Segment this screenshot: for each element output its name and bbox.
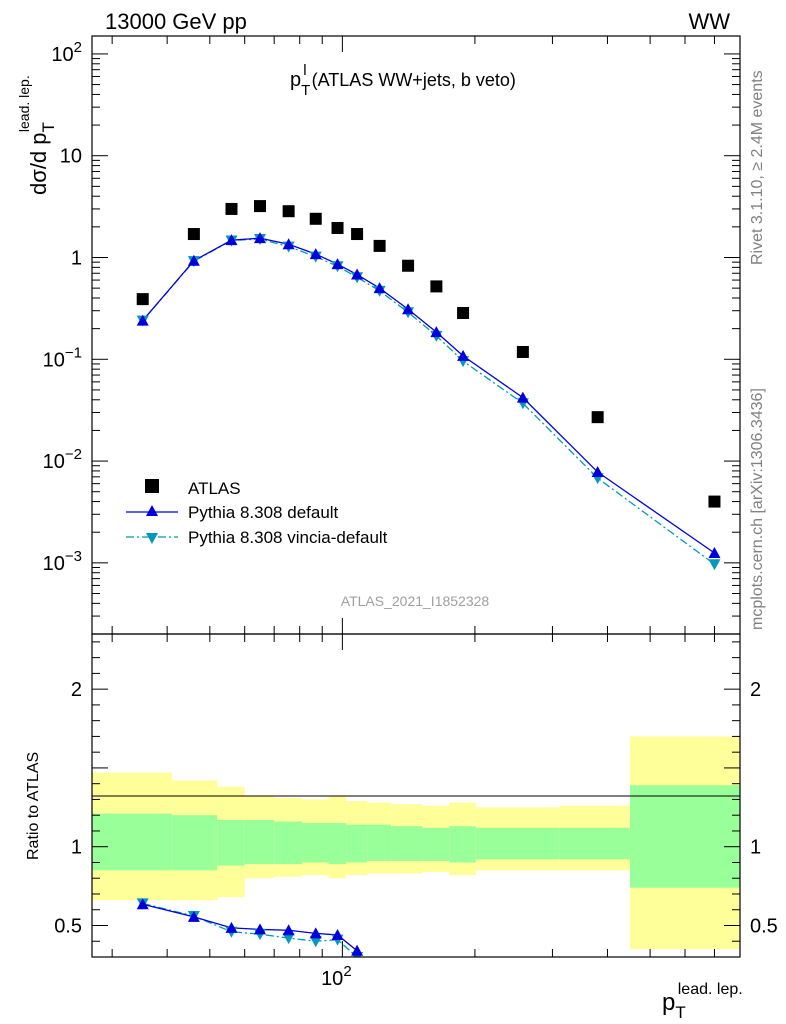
pythia-default-point (309, 248, 322, 260)
atlas-data-point (591, 411, 604, 424)
svg-text:dσ/d pTlead. lep.: dσ/d pTlead. lep. (16, 75, 58, 195)
atlas-data-point (331, 221, 344, 234)
x-tick-label: 102 (321, 963, 352, 990)
ratio-pythia-default-point (136, 898, 149, 910)
ratio-y-tick-label-right: 1 (750, 837, 761, 859)
y-tick-label: 10−1 (43, 344, 82, 371)
y-tick-label: 102 (51, 39, 82, 66)
pythia-default-point (516, 391, 529, 403)
pythia-default-point (373, 282, 386, 294)
ratio-band-inner (274, 821, 303, 865)
mcplots-label: mcplots.cern.ch [arXiv:1306.3436] (749, 388, 766, 630)
atlas-data-point (225, 202, 238, 215)
main-y-axis-label: dσ/d pTlead. lep. (16, 75, 58, 195)
pythia-default-point (187, 254, 200, 266)
y-tick-label: 10−2 (43, 446, 82, 473)
atlas-data-point (430, 280, 443, 293)
ratio-y-tick-label-right: 0.5 (750, 915, 778, 937)
ratio-panel: 102 0.5 0.5 1 1 2 2 Ratio to ATLAS pTlead. lep… (25, 633, 778, 1022)
pythia-default-point (331, 258, 344, 270)
ratio-y-axis-label: Ratio to ATLAS (25, 752, 42, 860)
ratio-line-vincia (142, 902, 358, 957)
pythia-default-point (282, 238, 295, 250)
ratio-pythia-default-point (253, 923, 266, 935)
atlas-data-point (708, 495, 721, 508)
collision-title: 13000 GeV pp (105, 9, 247, 34)
process-title: WW (688, 9, 730, 34)
rivet-label: Rivet 3.1.10, ≥ 2.4M events (749, 70, 766, 265)
legend-marker-pythia-default (146, 505, 158, 516)
ratio-pythia-default-point (309, 927, 322, 939)
pythia-default-point (136, 314, 149, 326)
pythia-default-point (430, 326, 443, 338)
y-tick-label: 1 (71, 247, 82, 269)
ratio-band-inner (391, 826, 423, 861)
pythia-default-point (591, 466, 604, 478)
atlas-data-point (282, 205, 295, 218)
pythia-default-point (457, 349, 470, 361)
pythia-default-point (708, 546, 721, 558)
atlas-data-point (351, 228, 364, 241)
main-panel: 102 10 1 10−1 10−2 10−3 pTl (ATLAS WW+jets, b… (16, 35, 741, 635)
x-axis-label: pTlead. lep. (662, 981, 743, 1022)
ratio-vincia-point (309, 936, 322, 948)
y-tick-label: 10 (60, 146, 82, 168)
ratio-band-inner (302, 823, 329, 863)
ratio-y-tick-label: 0.5 (54, 915, 82, 937)
plot-title: pTl (ATLAS WW+jets, b veto) (290, 62, 516, 99)
y-tick-label: 10−3 (43, 548, 82, 575)
ratio-pythia-default-point (351, 944, 364, 956)
atlas-data-point (516, 345, 529, 358)
atlas-data-point (136, 293, 149, 306)
ratio-band-inner (244, 819, 275, 865)
ratio-band-inner (475, 827, 560, 860)
ratio-band-inner (422, 827, 450, 861)
ratio-pythia-default-point (331, 928, 344, 940)
legend-marker-vincia (146, 533, 158, 544)
legend-label-atlas: ATLAS (188, 479, 241, 498)
ratio-band-inner (92, 813, 172, 871)
atlas-data-point (373, 239, 386, 252)
ratio-band-inner (171, 815, 218, 871)
ratio-vincia-point (282, 933, 295, 945)
ratio-band-inner (559, 827, 630, 860)
atlas-data-point (457, 306, 470, 319)
legend: ATLAS Pythia 8.308 default Pythia 8.308 … (126, 479, 388, 547)
analysis-label: ATLAS_2021_I1852328 (341, 593, 490, 609)
pythia-default-point (402, 303, 415, 315)
atlas-data-point (187, 228, 200, 241)
ratio-y-tick-label-right: 2 (750, 679, 761, 701)
ratio-pythia-default-point (282, 924, 295, 936)
legend-label-pythia-default: Pythia 8.308 default (188, 503, 339, 522)
ratio-band-inner (449, 826, 476, 863)
ratio-y-tick-label: 2 (71, 679, 82, 701)
legend-label-vincia: Pythia 8.308 vincia-default (188, 528, 388, 547)
ratio-band-inner (217, 819, 245, 866)
pythia-default-point (253, 232, 266, 244)
vincia-point (708, 559, 721, 571)
legend-marker-atlas (145, 479, 159, 493)
ratio-band-inner (629, 785, 740, 888)
atlas-data-point (309, 212, 322, 225)
ratio-frame (91, 633, 741, 958)
ratio-band-inner (367, 824, 392, 861)
atlas-data-point (402, 259, 415, 272)
ratio-band-inner (328, 823, 347, 865)
ratio-band-inner (346, 824, 368, 863)
pythia-default-point (225, 234, 238, 246)
ratio-pythia-default-point (225, 921, 238, 933)
atlas-data-point (253, 200, 266, 213)
pythia-default-point (351, 268, 364, 280)
ratio-y-tick-label: 1 (71, 837, 82, 859)
ratio-pythia-default-point (187, 910, 200, 922)
